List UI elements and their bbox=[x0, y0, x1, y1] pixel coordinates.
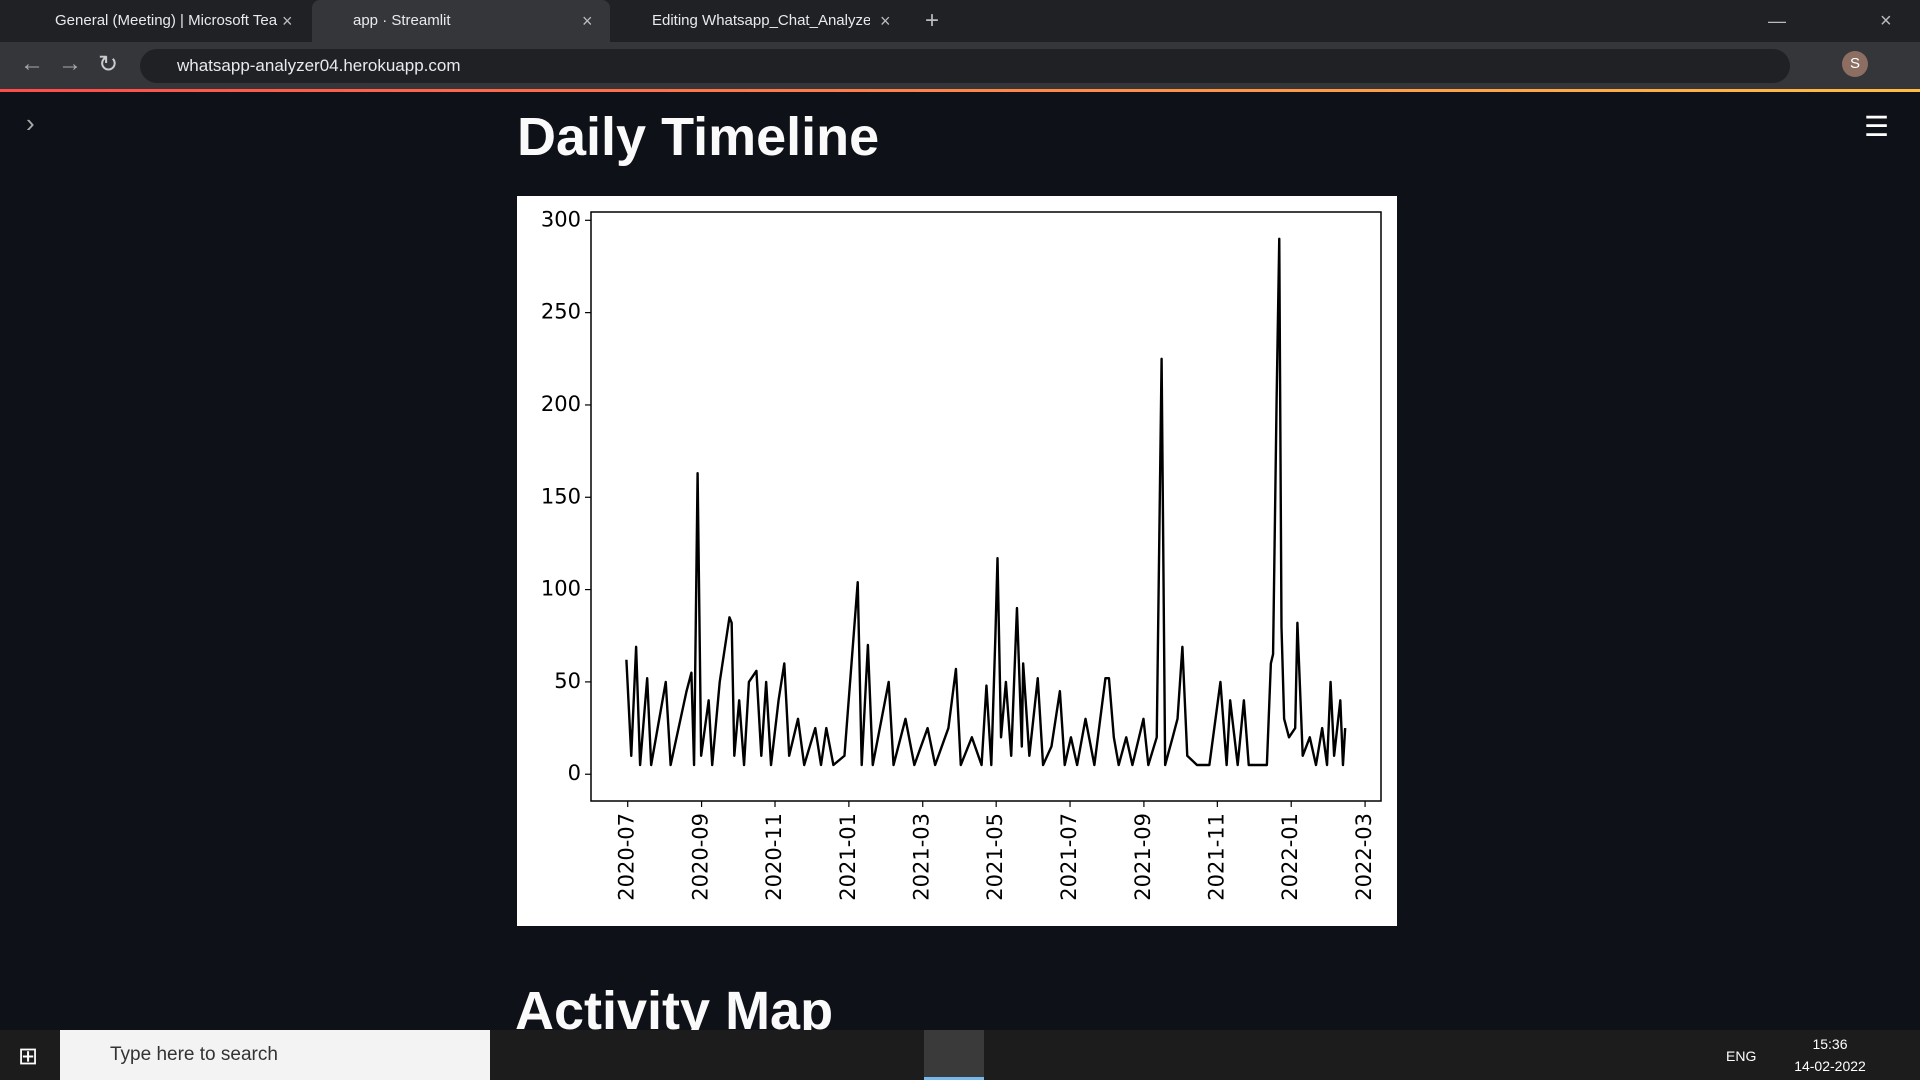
search-box[interactable]: Type here to search bbox=[60, 1030, 490, 1080]
date: 14-02-2022 bbox=[1794, 1058, 1866, 1074]
line bbox=[625, 237, 1347, 767]
reload[interactable]: ↻ bbox=[98, 51, 119, 78]
y-tick-label: 150 bbox=[541, 484, 581, 508]
figure-bg bbox=[517, 196, 1397, 926]
y-tick-label: 50 bbox=[554, 669, 581, 693]
x-tick-label: 2021-11 bbox=[1204, 813, 1228, 901]
x-tick-label: 2021-03 bbox=[910, 813, 934, 901]
x-tick-label: 2021-01 bbox=[836, 813, 860, 901]
sidebar-toggle[interactable]: › bbox=[26, 108, 35, 138]
close-window[interactable]: × bbox=[1880, 10, 1892, 32]
tab[interactable]: General (Meeting) | Microsoft Tea bbox=[55, 12, 278, 29]
y-tick-label: 0 bbox=[568, 761, 581, 785]
y-tick-label: 100 bbox=[541, 577, 581, 601]
x-tick-label: 2020-11 bbox=[762, 813, 786, 901]
time: 15:36 bbox=[1812, 1036, 1848, 1052]
x-tick-label: 2022-03 bbox=[1352, 813, 1376, 901]
x-tick-label: 2020-09 bbox=[689, 813, 713, 901]
x-tick-label: 2022-01 bbox=[1278, 813, 1302, 901]
forward[interactable]: → bbox=[58, 50, 82, 77]
axes-frame bbox=[590, 211, 1382, 802]
omnibox[interactable] bbox=[140, 49, 1790, 83]
chart: 0 50 100 150 200 250 300 2020-07 2020-09 2020-11 2… bbox=[517, 196, 1397, 926]
tab-bar: General (Meeting) | Microsoft Tea app · … bbox=[0, 0, 1920, 42]
new-tab[interactable]: + bbox=[925, 7, 940, 34]
x-tick-label: 2021-07 bbox=[1057, 813, 1081, 901]
back[interactable]: ← bbox=[20, 50, 44, 77]
close[interactable]: × bbox=[582, 11, 593, 31]
tab[interactable]: app · Streamlit bbox=[353, 12, 451, 29]
chrome-taskbar[interactable] bbox=[924, 1030, 984, 1080]
heading: Daily Timeline bbox=[517, 107, 880, 167]
accent-bar bbox=[0, 89, 1920, 92]
start[interactable]: ⊞ bbox=[18, 1043, 39, 1070]
avatar[interactable]: S bbox=[1842, 51, 1868, 77]
x-tick-label: 2020-07 bbox=[615, 813, 639, 901]
close[interactable]: × bbox=[282, 11, 293, 31]
url[interactable]: whatsapp-analyzer04.herokuapp.com bbox=[177, 56, 461, 75]
y-tick-label: 300 bbox=[541, 207, 581, 231]
x-tick-label: 2021-09 bbox=[1131, 813, 1155, 901]
minimize[interactable]: — bbox=[1768, 11, 1786, 31]
y-tick-label: 200 bbox=[541, 392, 581, 416]
active-tab-bg bbox=[312, 0, 610, 42]
x-tick-label: 2021-05 bbox=[983, 813, 1007, 901]
tab[interactable]: Editing Whatsapp_Chat_Analyzer bbox=[652, 12, 870, 29]
close[interactable]: × bbox=[880, 11, 891, 31]
y-tick-label: 250 bbox=[541, 300, 581, 324]
menu[interactable]: ☰ bbox=[1864, 111, 1890, 142]
language: ENG bbox=[1726, 1048, 1757, 1064]
